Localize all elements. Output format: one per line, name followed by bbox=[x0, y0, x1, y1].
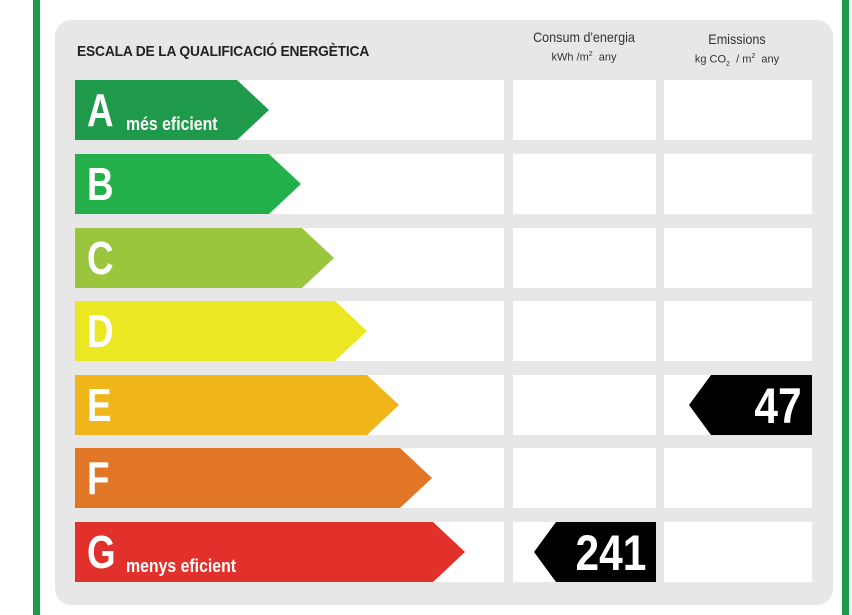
arrow-cell-d: D bbox=[75, 301, 504, 361]
consum-rating-value: 241 bbox=[575, 525, 646, 581]
grade-note-a: més eficient bbox=[126, 114, 218, 134]
consum-cell-d bbox=[513, 301, 656, 361]
arrow-cell-f: F bbox=[75, 448, 504, 508]
consum-cell-b bbox=[513, 154, 656, 214]
consum-cell-e bbox=[513, 375, 656, 435]
emissions-unit: kg CO2 / m2 any bbox=[694, 53, 780, 68]
emissions-rating-value: 47 bbox=[754, 378, 802, 434]
emissions-cell-g bbox=[664, 522, 812, 582]
emissions-cell-e: 47 bbox=[664, 375, 812, 435]
grade-row-d: D bbox=[75, 301, 812, 361]
grade-arrow-d: D bbox=[75, 301, 367, 361]
grade-arrow-f: F bbox=[75, 448, 432, 508]
consum-cell-g: 241 bbox=[513, 522, 656, 582]
grade-letter-f: F bbox=[87, 452, 110, 504]
consum-cell-c bbox=[513, 228, 656, 288]
emissions-cell-c bbox=[664, 228, 812, 288]
consum-cell-f bbox=[513, 448, 656, 508]
grade-arrow-c: C bbox=[75, 228, 334, 288]
emissions-cell-b bbox=[664, 154, 812, 214]
column-header-consum: Consum d'energia kWh /m2 any bbox=[512, 29, 656, 64]
grade-letter-c: C bbox=[87, 232, 114, 284]
consum-cell-a bbox=[513, 80, 656, 140]
arrow-cell-e: E bbox=[75, 375, 504, 435]
column-header-emissions: Emissions kg CO2 / m2 any bbox=[663, 31, 811, 68]
arrow-cell-b: B bbox=[75, 154, 504, 214]
emissions-label: Emissions bbox=[708, 31, 766, 47]
scale-title: ESCALA DE LA QUALIFICACIÓ ENERGÈTICA bbox=[77, 43, 370, 60]
grade-letter-d: D bbox=[87, 305, 114, 357]
emissions-cell-d bbox=[664, 301, 812, 361]
grade-letter-a: A bbox=[87, 84, 114, 136]
grade-arrow-e: E bbox=[75, 375, 399, 435]
consum-unit: kWh /m2 any bbox=[551, 51, 617, 64]
emissions-cell-f bbox=[664, 448, 812, 508]
frame-border-left bbox=[33, 0, 40, 615]
grade-letter-e: E bbox=[87, 379, 112, 431]
frame-border-right bbox=[842, 0, 849, 615]
grade-row-f: F bbox=[75, 448, 812, 508]
grade-arrow-b: B bbox=[75, 154, 301, 214]
consum-rating-tag: 241 bbox=[534, 522, 656, 582]
grade-note-g: menys eficient bbox=[126, 556, 237, 576]
consum-label: Consum d'energia bbox=[533, 29, 635, 45]
grade-row-e: E 47 bbox=[75, 375, 812, 435]
grade-letter-g: G bbox=[87, 526, 116, 578]
arrow-cell-c: C bbox=[75, 228, 504, 288]
emissions-rating-tag: 47 bbox=[689, 375, 812, 435]
grade-row-b: B bbox=[75, 154, 812, 214]
emissions-cell-a bbox=[664, 80, 812, 140]
grade-row-c: C bbox=[75, 228, 812, 288]
grade-letter-b: B bbox=[87, 158, 114, 210]
